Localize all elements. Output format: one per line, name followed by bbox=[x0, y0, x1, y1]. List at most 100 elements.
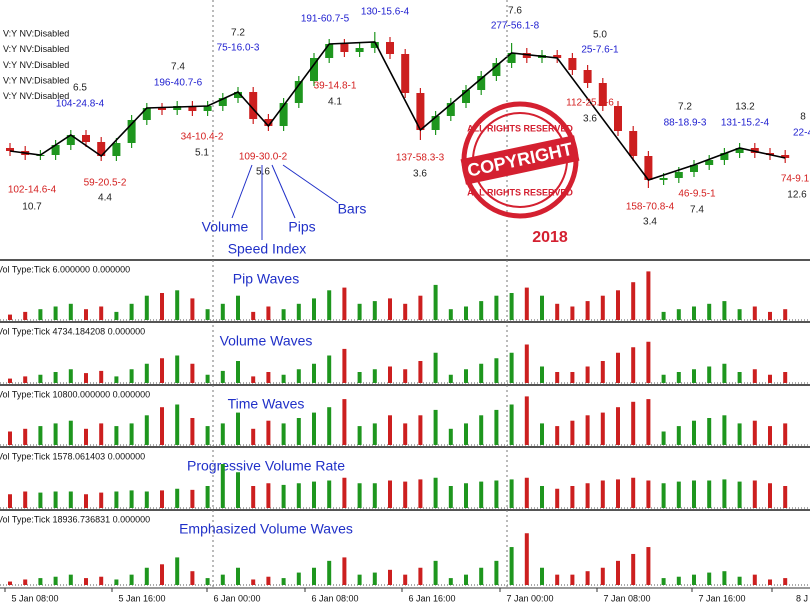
bar bbox=[646, 480, 651, 508]
bar bbox=[616, 352, 620, 383]
callout-line bbox=[231, 164, 253, 219]
bar bbox=[266, 306, 271, 320]
bar bbox=[266, 420, 271, 445]
bar bbox=[752, 420, 757, 445]
panel-label: Vol Type:Tick 18936.736831 0.000000 bbox=[0, 514, 150, 524]
candle-body bbox=[568, 58, 577, 70]
x-tick-label: 6 Jan 16:00 bbox=[408, 593, 455, 603]
bar bbox=[129, 423, 134, 445]
bar bbox=[464, 369, 468, 383]
bar bbox=[676, 372, 681, 383]
bar bbox=[388, 569, 392, 585]
annotation: 277-56.1-8 bbox=[491, 21, 540, 32]
bar bbox=[388, 480, 392, 508]
bar bbox=[342, 287, 347, 320]
bar bbox=[68, 574, 73, 585]
bar bbox=[585, 483, 590, 508]
candle-body bbox=[279, 103, 288, 126]
bar bbox=[722, 415, 727, 445]
bar bbox=[53, 576, 58, 585]
bar bbox=[296, 303, 301, 320]
bar bbox=[327, 290, 332, 320]
bar bbox=[464, 306, 468, 320]
bar bbox=[175, 290, 180, 320]
candle-body bbox=[446, 103, 455, 116]
bar bbox=[509, 352, 514, 383]
annotation: 3.4 bbox=[643, 217, 657, 228]
bar bbox=[53, 423, 58, 445]
bar bbox=[220, 464, 225, 508]
bar bbox=[190, 298, 195, 320]
bar bbox=[524, 287, 529, 320]
bar bbox=[509, 293, 514, 320]
bar bbox=[266, 372, 271, 383]
legend-text: V:Y NV:Disabled bbox=[3, 60, 69, 70]
x-tick-label: 7 Jan 00:00 bbox=[506, 593, 553, 603]
annotation: 59-20.5-2 bbox=[84, 178, 127, 189]
bar bbox=[357, 372, 362, 383]
bar bbox=[661, 578, 666, 585]
bar bbox=[707, 480, 712, 508]
candle-body bbox=[264, 119, 273, 126]
bar bbox=[53, 306, 58, 320]
bar bbox=[433, 409, 438, 445]
candle-body bbox=[401, 54, 410, 93]
bar bbox=[479, 301, 484, 320]
annotation: 158-70.8-4 bbox=[626, 202, 675, 213]
bar bbox=[8, 494, 12, 508]
bar bbox=[68, 491, 73, 508]
candle-body bbox=[629, 131, 638, 156]
bar bbox=[236, 472, 240, 508]
bar bbox=[479, 567, 484, 585]
candle-body bbox=[750, 148, 759, 153]
bar bbox=[570, 420, 575, 445]
x-tick-label: 7 Jan 08:00 bbox=[603, 593, 650, 603]
bar bbox=[205, 309, 210, 320]
x-tick-label: 7 Jan 16:00 bbox=[698, 593, 745, 603]
bar bbox=[251, 428, 256, 445]
bar bbox=[68, 303, 73, 320]
bar bbox=[676, 576, 681, 585]
annotation: 112-25.4-6 bbox=[566, 98, 614, 109]
candle-body bbox=[522, 53, 531, 58]
stamp-year: 2018 bbox=[532, 229, 568, 246]
annotation: 7.2 bbox=[678, 102, 692, 113]
bar bbox=[540, 295, 544, 320]
annotation: 5.1 bbox=[195, 148, 209, 159]
bar bbox=[433, 352, 438, 383]
candle-body bbox=[355, 48, 364, 52]
candle-body bbox=[583, 70, 592, 83]
bar bbox=[281, 309, 286, 320]
bar bbox=[281, 374, 286, 383]
panel-label: Vol Type:Tick 1578.061403 0.000000 bbox=[0, 451, 145, 461]
bar bbox=[707, 572, 712, 585]
annotation: 13.2 bbox=[735, 102, 755, 113]
annotation: 88-18.9-3 bbox=[664, 118, 707, 129]
bar bbox=[205, 578, 210, 585]
bar bbox=[190, 489, 195, 508]
bar bbox=[418, 415, 423, 445]
bar bbox=[99, 423, 104, 445]
bar bbox=[768, 374, 772, 383]
x-tick-label: 5 Jan 08:00 bbox=[11, 593, 58, 603]
bar bbox=[190, 571, 195, 585]
bar bbox=[555, 372, 560, 383]
bar bbox=[570, 574, 575, 585]
candle-body bbox=[249, 92, 258, 119]
bar bbox=[236, 412, 240, 445]
annotation: 196-40.7-6 bbox=[154, 78, 203, 89]
bar bbox=[752, 574, 757, 585]
candle-body bbox=[735, 148, 744, 153]
bar bbox=[600, 295, 605, 320]
bar bbox=[114, 491, 119, 508]
candle-body bbox=[492, 63, 501, 76]
bar bbox=[251, 579, 256, 585]
bar bbox=[768, 426, 772, 445]
candle-body bbox=[507, 53, 516, 63]
bar bbox=[692, 480, 696, 508]
panel-title: Progressive Volume Rate bbox=[187, 458, 345, 474]
bar bbox=[266, 483, 271, 508]
bar bbox=[84, 428, 88, 445]
legend-text: V:Y NV:Disabled bbox=[3, 75, 69, 85]
panel-label: Vol Type:Tick 4734.184208 0.000000 bbox=[0, 326, 145, 336]
